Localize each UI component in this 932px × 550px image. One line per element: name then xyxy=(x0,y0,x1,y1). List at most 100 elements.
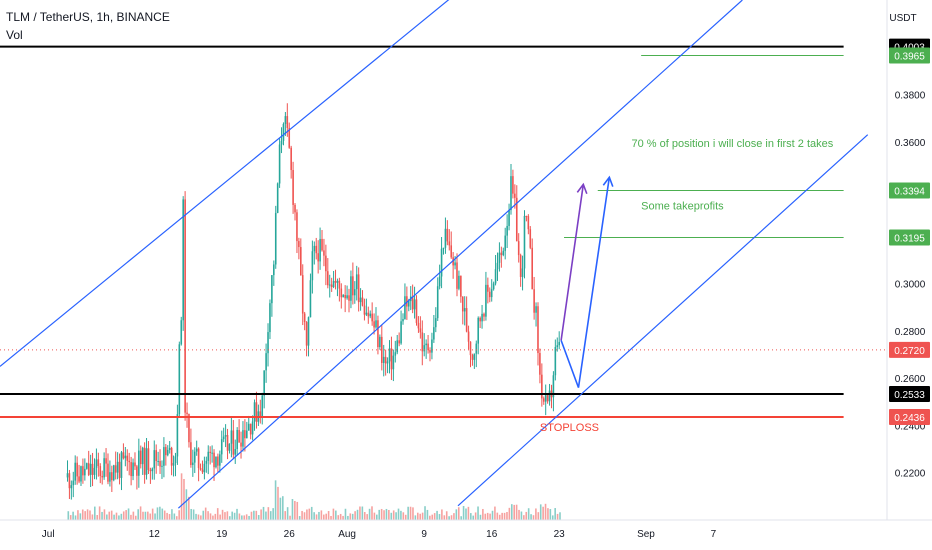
candle-body xyxy=(244,430,246,439)
candle-body xyxy=(398,340,400,344)
volume-bar xyxy=(535,508,537,520)
volume-bar xyxy=(453,513,455,520)
candle-body xyxy=(161,465,163,467)
candle-body xyxy=(456,262,458,289)
candle-body xyxy=(354,289,356,296)
volume-indicator-label[interactable]: Vol xyxy=(6,28,23,42)
candle-body xyxy=(219,454,221,466)
candle-body xyxy=(438,276,441,287)
candle-body xyxy=(330,284,333,288)
volume-bar xyxy=(409,506,412,520)
candle-body xyxy=(467,331,470,342)
volume-bar xyxy=(277,486,279,520)
candle-body xyxy=(417,322,420,329)
candle-body xyxy=(321,238,323,251)
volume-bar xyxy=(556,513,559,520)
volume-bar xyxy=(226,511,229,520)
price-label-text: 0.3965 xyxy=(894,52,925,63)
volume-bar xyxy=(462,506,465,520)
volume-bar xyxy=(503,512,506,520)
candle-body xyxy=(446,228,449,242)
volume-bar xyxy=(207,511,209,520)
time-axis[interactable]: Jul 12 19 26 Aug 9 16 23 Sep 7 xyxy=(42,529,717,540)
candle-body xyxy=(325,255,327,272)
volume-bar xyxy=(320,510,323,520)
volume-bar xyxy=(147,511,149,520)
candle-body xyxy=(521,268,524,277)
trend-channel[interactable] xyxy=(0,0,869,509)
candle-body xyxy=(246,430,248,439)
candle-body xyxy=(380,336,383,363)
candle-body xyxy=(207,451,210,461)
y-tick-label: 0.3000 xyxy=(895,280,926,291)
candle-body xyxy=(220,439,223,455)
candle-body xyxy=(153,450,156,469)
candle-body xyxy=(386,361,389,364)
candle-body xyxy=(282,123,285,141)
candle-body xyxy=(442,247,445,249)
volume-bar xyxy=(436,510,438,520)
channel-line xyxy=(0,0,450,367)
volume-bar xyxy=(202,510,205,520)
volume-bar xyxy=(342,515,344,520)
candle-body xyxy=(544,395,547,402)
volume-bar xyxy=(419,513,421,520)
candle-body xyxy=(267,332,269,354)
volume-bar xyxy=(347,515,349,520)
price-label-text: 0.2436 xyxy=(894,413,925,424)
projection-arrows[interactable] xyxy=(560,175,614,388)
volume-bar xyxy=(243,515,246,520)
candle-body xyxy=(460,275,462,297)
price-label-text: 0.2720 xyxy=(894,346,925,357)
candle-body xyxy=(465,308,468,332)
symbol-title[interactable]: TLM / TetherUS, 1h, BINANCE xyxy=(6,10,170,24)
volume-bar xyxy=(154,513,156,520)
candle-body xyxy=(477,317,480,344)
candle-body xyxy=(419,328,422,333)
candle-body xyxy=(433,327,435,340)
candle-body xyxy=(116,461,119,473)
candle-body xyxy=(379,336,381,348)
candle-body xyxy=(309,280,312,318)
volume-bar xyxy=(115,512,118,520)
candle-body xyxy=(78,476,80,482)
volume-bar xyxy=(137,509,139,520)
x-tick-label: 23 xyxy=(554,529,566,540)
volume-bar xyxy=(354,511,356,520)
volume-bar xyxy=(166,512,168,520)
candle-body xyxy=(226,435,229,451)
volume-bar xyxy=(291,499,294,520)
volume-bar xyxy=(265,511,267,520)
volume-bar xyxy=(344,508,347,520)
candle-body xyxy=(427,343,429,351)
volume-bar xyxy=(134,515,137,520)
candle-body xyxy=(278,144,281,184)
horizontal-levels[interactable] xyxy=(0,45,844,418)
candle-body xyxy=(436,286,439,319)
candle-body xyxy=(373,321,375,328)
volume-bar xyxy=(484,513,487,520)
x-tick-label: 19 xyxy=(216,529,228,540)
candle-body xyxy=(423,345,426,352)
candle-body xyxy=(147,448,150,470)
price-label-text: 0.3195 xyxy=(894,234,925,245)
candle-body xyxy=(504,235,507,251)
volume-bar xyxy=(455,509,458,520)
volume-bar xyxy=(523,515,525,520)
candle-body xyxy=(118,461,121,478)
volume-bar xyxy=(96,515,99,520)
candle-body xyxy=(488,291,491,298)
volume-bar xyxy=(149,513,152,520)
candle-body xyxy=(265,353,267,371)
candle-body xyxy=(313,245,316,252)
candle-body xyxy=(303,313,306,323)
volume-bar xyxy=(525,511,528,520)
candle-body xyxy=(238,429,240,443)
candle-body xyxy=(355,274,358,290)
x-tick-label: Sep xyxy=(637,529,655,540)
candle-body xyxy=(554,347,557,376)
candle-body xyxy=(400,321,402,344)
volume-bar xyxy=(294,500,296,520)
volume-bar xyxy=(359,506,361,520)
